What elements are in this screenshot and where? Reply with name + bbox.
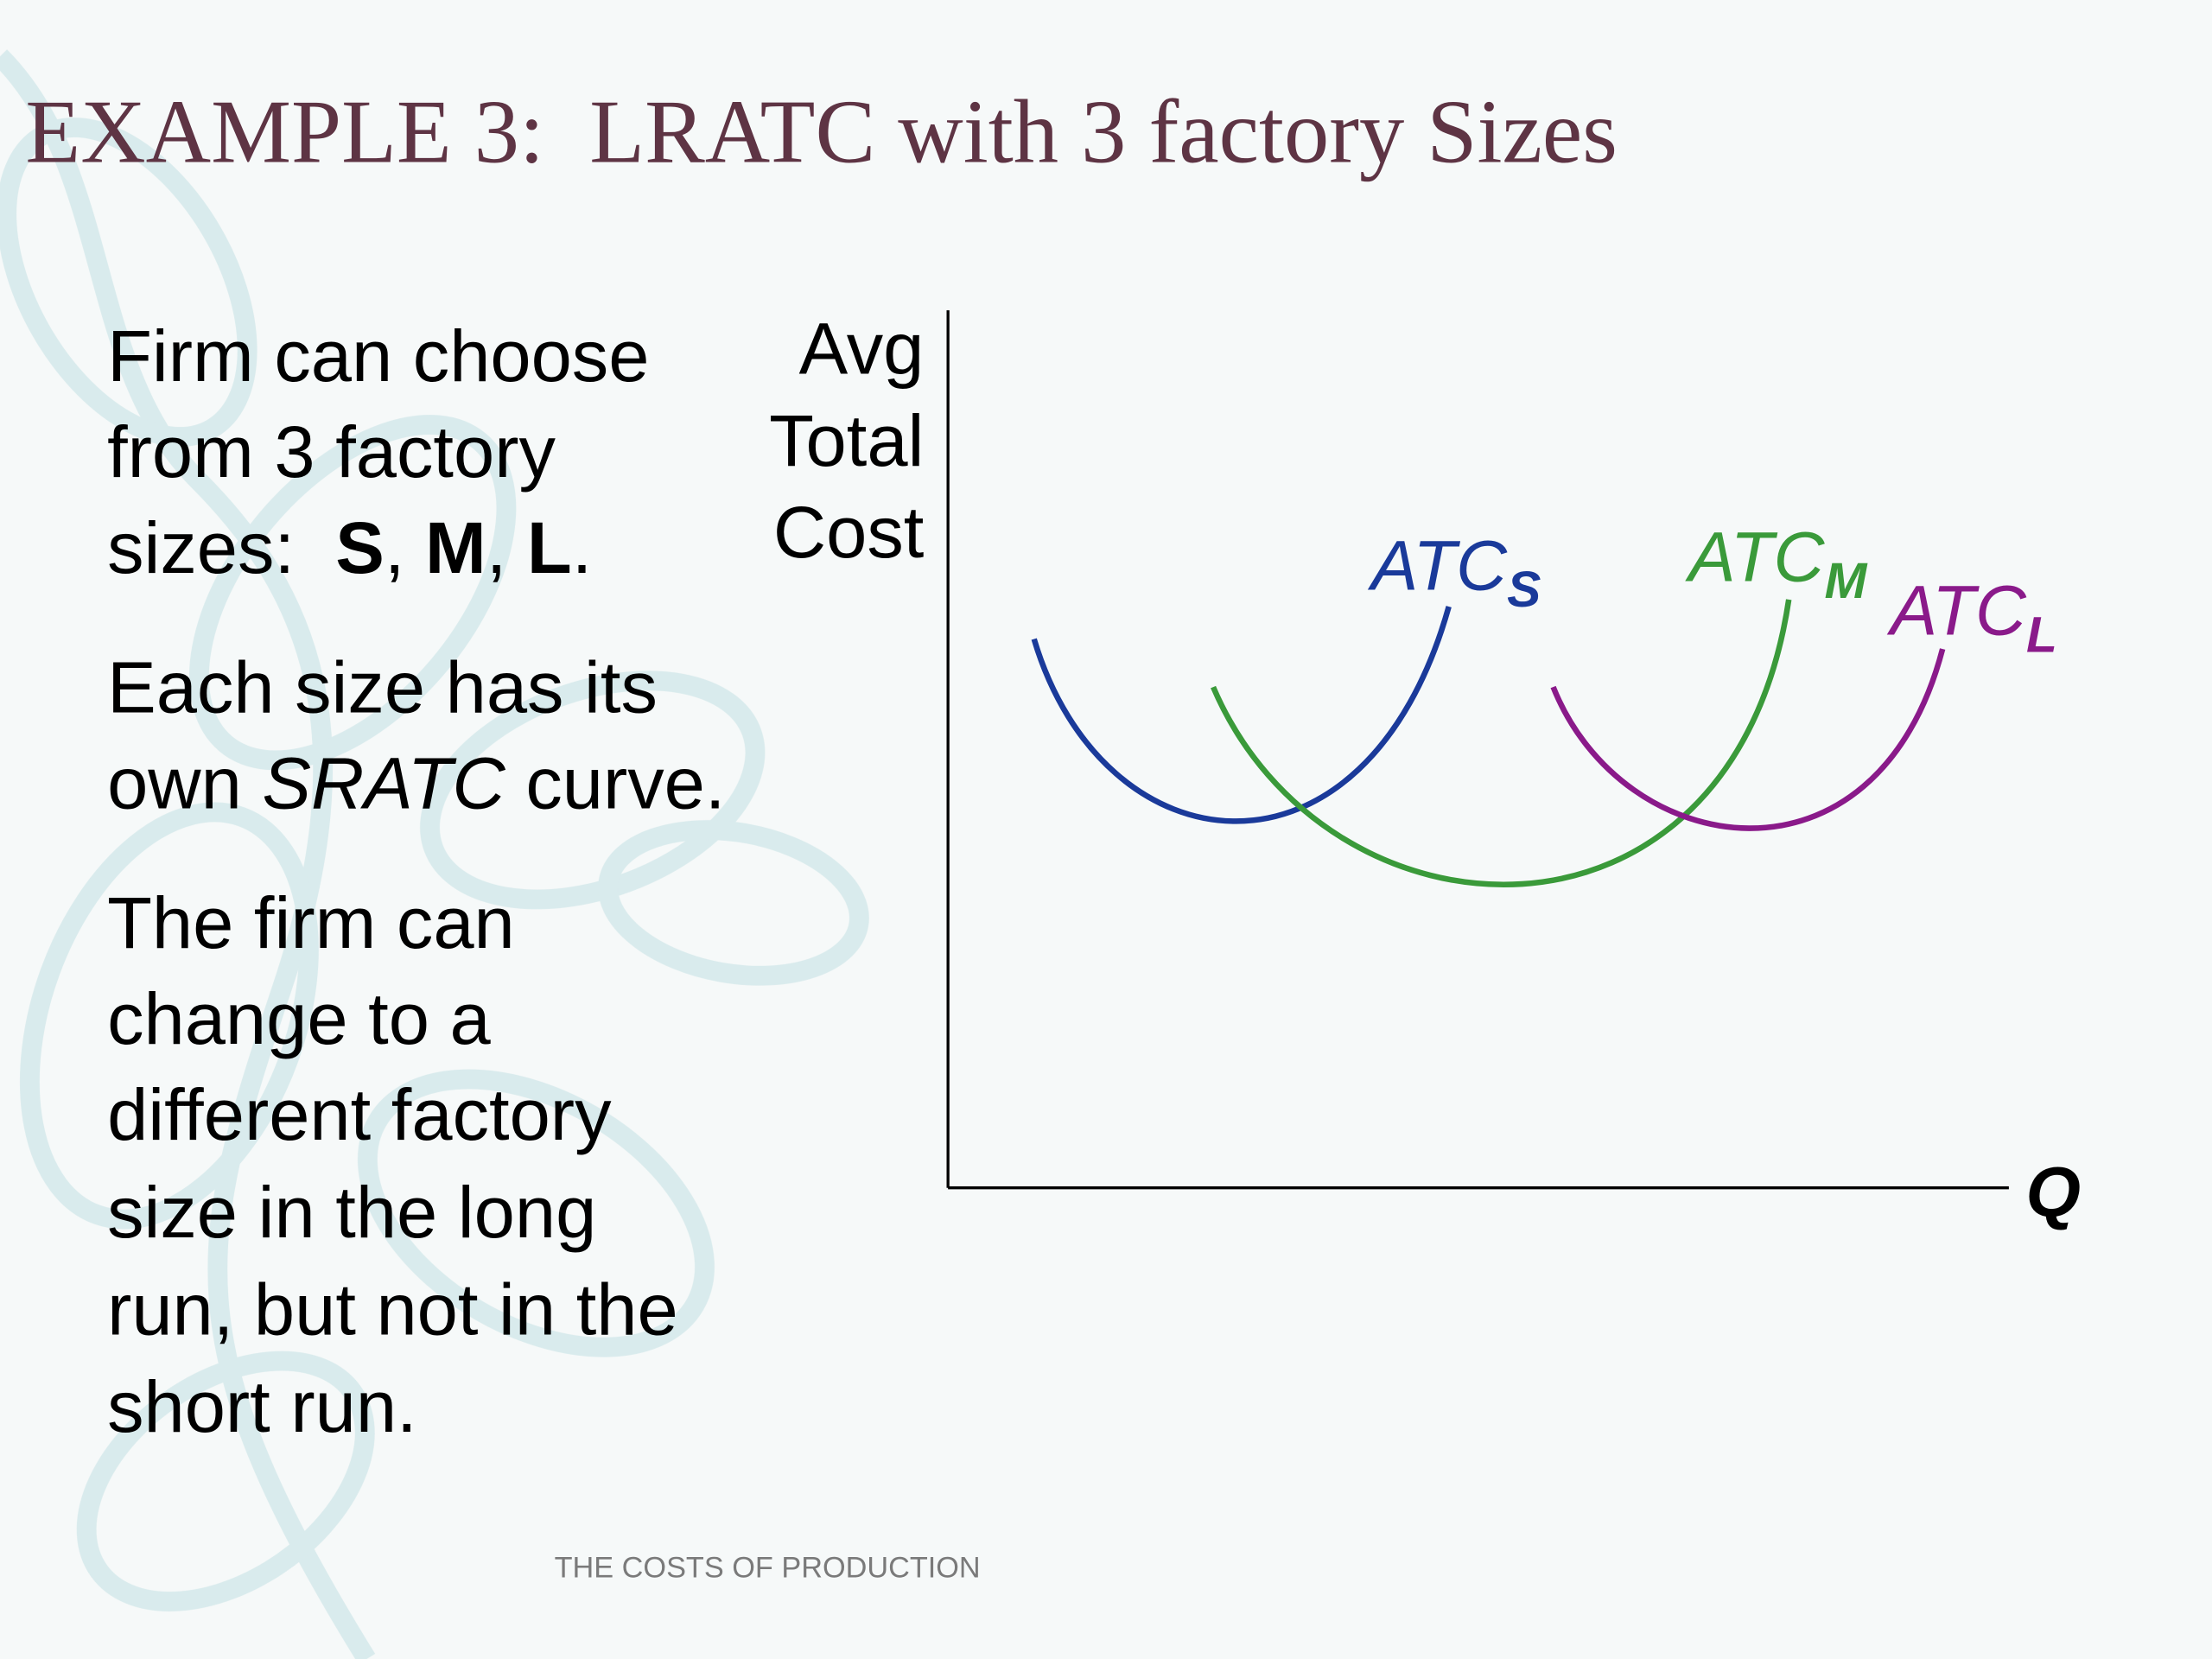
text-run: , xyxy=(486,506,527,588)
body-line: Firm can choose xyxy=(107,315,649,397)
body-line: The firm can xyxy=(107,881,515,963)
body-line: size in the long xyxy=(107,1171,596,1253)
text-run: sizes: xyxy=(107,506,335,588)
footer: THE COSTS OF PRODUCTION xyxy=(555,1551,981,1584)
y-axis-label-line: Total xyxy=(769,399,924,481)
y-axis-label-line: Avg xyxy=(799,308,925,390)
body-line: Each size has its xyxy=(107,645,658,728)
curve-label: ATCL xyxy=(1886,572,2057,664)
atc-s-curve xyxy=(1031,606,1452,824)
y-axis-label-line: Cost xyxy=(773,491,925,573)
y-axis-label: Avg Total Cost xyxy=(769,308,924,573)
curve-label-main: ATC xyxy=(1684,518,1825,597)
curve-label-main: ATC xyxy=(1367,526,1508,605)
curve-label-main: ATC xyxy=(1886,572,2027,651)
text-run: SRATC xyxy=(262,742,505,824)
atc-m-curve xyxy=(1211,599,1792,887)
body-line: different factory xyxy=(107,1073,612,1155)
text-run: , xyxy=(385,506,425,588)
floral-decoration xyxy=(0,49,869,1659)
body-line: run, but not in the xyxy=(107,1268,678,1350)
text-run: own xyxy=(107,742,262,824)
text-run: L xyxy=(527,506,572,588)
curve-label: ATCS xyxy=(1367,526,1541,618)
body-line: own SRATC curve. xyxy=(107,742,725,824)
curve-label-subscript: S xyxy=(1507,562,1541,618)
text-run: . xyxy=(572,506,593,588)
text-run: curve. xyxy=(505,742,726,824)
text-run: M xyxy=(425,506,486,588)
body-text: Firm can choose from 3 factory sizes: S,… xyxy=(107,315,725,1447)
body-line: short run. xyxy=(107,1365,417,1447)
body-line: from 3 factory xyxy=(107,410,556,493)
curve-label-subscript: L xyxy=(2026,607,2057,663)
body-line: change to a xyxy=(107,977,491,1059)
body-line: sizes: S, M, L. xyxy=(107,506,592,588)
slide-title: EXAMPLE 3: LRATC with 3 factory Sizes xyxy=(25,82,1618,182)
cost-diagram: Avg Total Cost Q ATCS ATCM ATCL xyxy=(769,308,2081,1232)
text-run: S xyxy=(335,506,385,588)
x-axis-label: Q xyxy=(2025,1153,2081,1231)
atc-l-curve xyxy=(1550,648,1946,831)
curve-label: ATCM xyxy=(1684,518,1867,610)
curve-label-subscript: M xyxy=(1824,553,1867,609)
